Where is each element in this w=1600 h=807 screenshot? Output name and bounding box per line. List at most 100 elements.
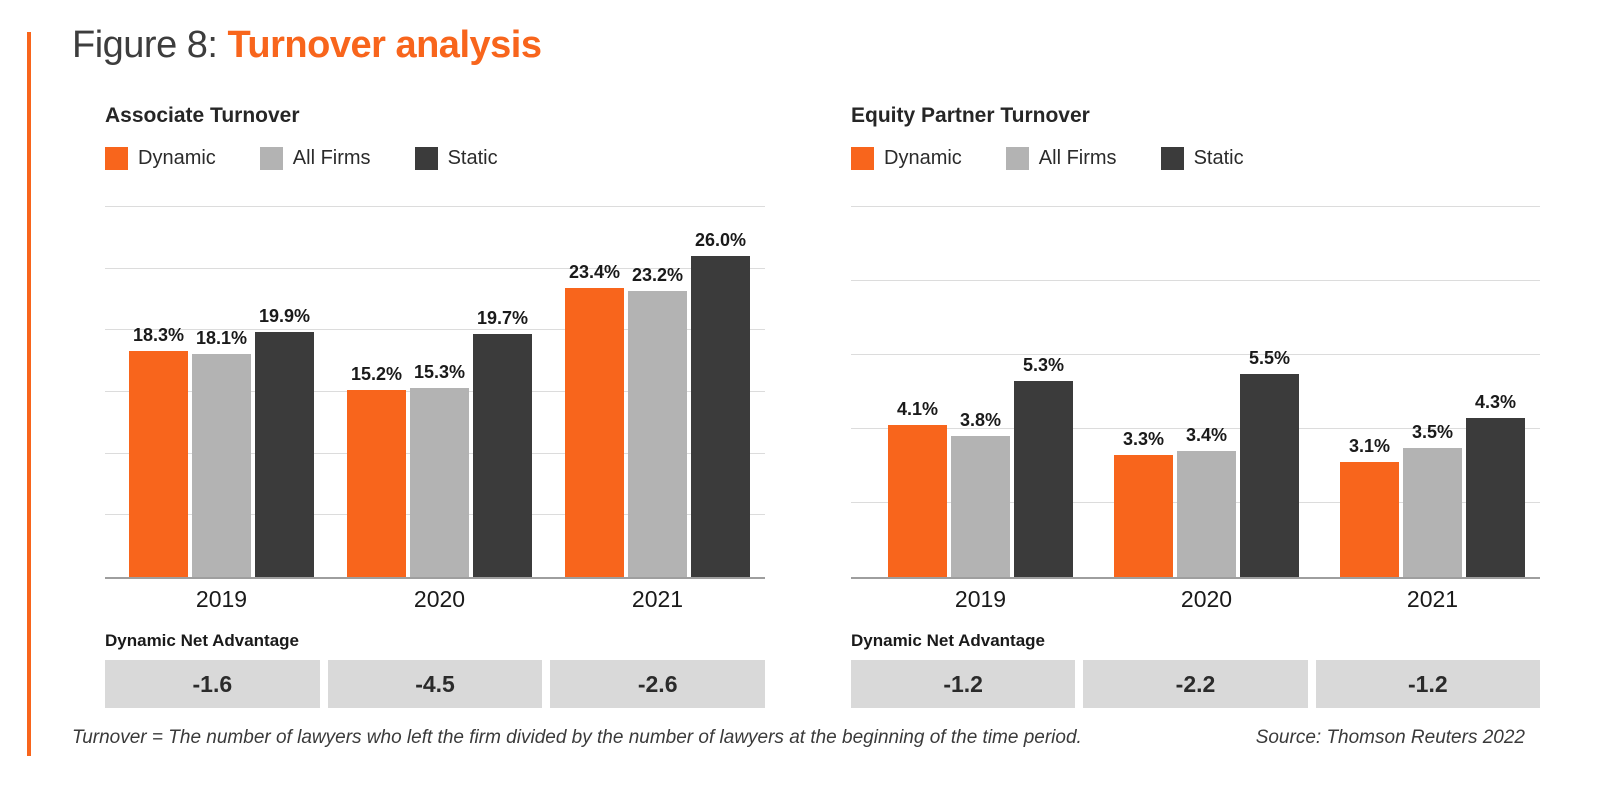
net-advantage-value-2021: -1.2: [1315, 660, 1540, 708]
bar-value-label: 3.5%: [1411, 421, 1454, 442]
bar-value-label: 4.3%: [1474, 391, 1517, 412]
net-advantage-value-2021: -2.6: [550, 660, 766, 708]
footnote: Turnover = The number of lawyers who lef…: [72, 727, 1082, 748]
legend: Dynamic All Firms Static: [105, 145, 765, 171]
bar-value-label: 26.0%: [694, 230, 747, 251]
bar-value-label: 18.3%: [132, 325, 185, 346]
gridline: [105, 206, 765, 207]
bar-static-2020: 19.7%: [473, 308, 532, 577]
accent-bar: [27, 32, 31, 756]
figure-title: Figure 8: Turnover analysis: [72, 24, 542, 67]
legend-item-dynamic: Dynamic: [105, 146, 216, 170]
legend-swatch-icon: [414, 146, 438, 170]
bar-value-label: 4.1%: [896, 399, 939, 420]
source-credit: Source: Thomson Reuters 2022: [1255, 727, 1525, 748]
bar-static-2019: 19.9%: [255, 306, 314, 577]
x-axis-label-2019: 2019: [195, 586, 248, 612]
figure-title-highlight: Turnover analysis: [227, 24, 542, 66]
bar-dynamic-2021: 23.4%: [565, 262, 624, 577]
legend-label: Static: [447, 146, 498, 169]
bar-value-label: 19.7%: [476, 308, 529, 329]
legend-item-dynamic: Dynamic: [851, 146, 962, 170]
x-axis-label-2019: 2019: [954, 586, 1007, 612]
bar-group-2021: 23.4% 23.2% 26.0%: [565, 207, 750, 577]
bar-value-label: 19.9%: [258, 305, 311, 326]
bar-value-label: 3.4%: [1185, 425, 1228, 446]
legend-swatch-icon: [1005, 146, 1029, 170]
gridline: [851, 206, 1540, 207]
bar-all-firms-2020: 15.3%: [410, 362, 469, 577]
equity-partner-turnover-chart: Equity Partner Turnover Dynamic All Firms…: [851, 103, 1540, 708]
legend-swatch-icon: [259, 146, 283, 170]
net-advantage-row: -1.6 -4.5 -2.6: [105, 660, 766, 708]
net-advantage-value-2020: -4.5: [327, 660, 543, 708]
net-advantage-value-2019: -1.6: [105, 660, 320, 708]
bar-value-label: 15.2%: [350, 363, 403, 384]
gridline: [105, 267, 765, 269]
bar-all-firms-2019: 18.1%: [192, 328, 251, 577]
bar-value-label: 5.3%: [1022, 354, 1065, 375]
legend-swatch-icon: [1160, 146, 1184, 170]
bar-group-2019: 4.1% 3.8% 5.3%: [888, 207, 1073, 577]
bar-dynamic-2020: 15.2%: [347, 364, 406, 577]
x-axis-label-2020: 2020: [413, 586, 466, 612]
x-axis-label-2021: 2021: [631, 586, 684, 612]
plot-area: 18.3% 18.1% 19.9% 15.2% 15.3% 19.7% 23.4% 23.2%…: [105, 206, 765, 579]
bar-static-2020: 5.5%: [1240, 348, 1299, 577]
gridline: [851, 280, 1540, 281]
bar-group-2019: 18.3% 18.1% 19.9%: [129, 207, 314, 577]
legend-item-static: Static: [414, 146, 498, 170]
bar-static-2021: 26.0%: [691, 230, 750, 577]
bar-group-2021: 3.1% 3.5% 4.3%: [1340, 207, 1525, 577]
bar-group-2020: 15.2% 15.3% 19.7%: [347, 207, 532, 577]
chart-title: Equity Partner Turnover: [851, 104, 1090, 127]
gridline: [105, 329, 765, 331]
x-axis-label-2021: 2021: [1406, 586, 1459, 612]
bar-value-label: 23.2%: [631, 264, 684, 285]
bar-all-firms-2019: 3.8%: [951, 410, 1010, 577]
bar-value-label: 3.1%: [1348, 436, 1391, 457]
legend-item-all-firms: All Firms: [1005, 146, 1117, 170]
legend-swatch-icon: [851, 146, 874, 170]
net-advantage-label: Dynamic Net Advantage: [105, 631, 299, 650]
bar-dynamic-2019: 18.3%: [129, 325, 188, 577]
legend-item-all-firms: All Firms: [259, 146, 371, 170]
bar-static-2021: 4.3%: [1466, 392, 1525, 577]
net-advantage-label: Dynamic Net Advantage: [851, 631, 1045, 650]
bar-all-firms-2021: 23.2%: [628, 265, 687, 577]
bar-dynamic-2019: 4.1%: [888, 399, 947, 577]
legend-label: Static: [1193, 146, 1244, 169]
x-axis-label-2020: 2020: [1180, 586, 1233, 612]
bar-value-label: 23.4%: [568, 262, 621, 283]
x-axis: 2019 2020 2021: [851, 579, 1540, 613]
legend-label: Dynamic: [884, 146, 962, 169]
x-axis: 2019 2020 2021: [105, 579, 765, 613]
bar-value-label: 3.3%: [1122, 428, 1165, 449]
chart-title: Associate Turnover: [105, 104, 300, 127]
bar-value-label: 3.8%: [959, 410, 1002, 431]
bar-group-2020: 3.3% 3.4% 5.5%: [1114, 207, 1299, 577]
associate-turnover-chart: Associate Turnover Dynamic All Firms Stati…: [105, 103, 766, 708]
figure-title-prefix: Figure 8:: [72, 24, 228, 66]
plot-area: 4.1% 3.8% 5.3% 3.3% 3.4% 5.5% 3.1% 3.5% 4.3%: [851, 206, 1540, 579]
bar-value-label: 5.5%: [1248, 347, 1291, 368]
legend-label: All Firms: [1038, 146, 1117, 169]
footer: Turnover = The number of lawyers who lef…: [72, 727, 1525, 749]
bar-static-2019: 5.3%: [1014, 355, 1073, 577]
gridline: [851, 428, 1540, 429]
legend-label: All Firms: [292, 146, 371, 169]
legend-swatch-icon: [105, 146, 128, 170]
bar-dynamic-2020: 3.3%: [1114, 429, 1173, 577]
gridline: [851, 354, 1540, 355]
net-advantage-row: -1.2 -2.2 -1.2: [851, 660, 1540, 708]
legend-item-static: Static: [1160, 146, 1244, 170]
bar-value-label: 15.3%: [413, 362, 466, 383]
bar-dynamic-2021: 3.1%: [1340, 436, 1399, 577]
legend-label: Dynamic: [138, 146, 216, 169]
net-advantage-value-2019: -1.2: [851, 660, 1076, 708]
net-advantage-value-2020: -2.2: [1083, 660, 1308, 708]
legend: Dynamic All Firms Static: [851, 145, 1540, 171]
bar-all-firms-2021: 3.5%: [1403, 422, 1462, 577]
bar-value-label: 18.1%: [195, 327, 248, 348]
bar-all-firms-2020: 3.4%: [1177, 425, 1236, 577]
